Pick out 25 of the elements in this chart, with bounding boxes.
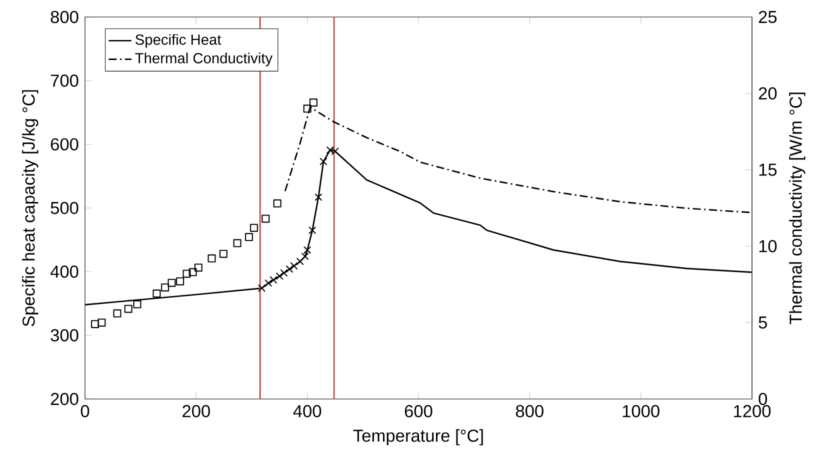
x-tick-label: 600: [404, 405, 432, 418]
x-tick-label: 800: [516, 405, 544, 418]
y2-tick-label: 25: [758, 10, 777, 24]
y2-tick-label: 5: [758, 316, 767, 329]
y2-tick-label: 20: [758, 87, 777, 100]
x-tick-label: 0: [80, 405, 90, 418]
y-tick-label: 700: [50, 74, 78, 87]
y2-tick-label: 0: [758, 392, 768, 406]
y-tick-label: 600: [50, 138, 78, 150]
y-tick-label: 800: [50, 10, 78, 24]
legend-label: Specific Heat: [136, 34, 222, 48]
y2-axis-title: Thermal conductivity [W/m °C]: [789, 92, 806, 324]
y-tick-label: 500: [50, 202, 78, 214]
x-tick-label: 200: [182, 405, 210, 418]
y-tick-label: 200: [50, 392, 78, 406]
x-axis-title: Temperature [°C]: [353, 429, 483, 446]
y-tick-label: 400: [50, 266, 78, 278]
y2-tick-label: 10: [759, 240, 777, 252]
y2-tick-label: 15: [759, 164, 777, 176]
x-tick-label: 400: [293, 405, 322, 418]
y-tick-label: 300: [50, 329, 78, 342]
x-tick-label: 1000: [622, 405, 660, 418]
legend-label: Thermal Conductivity: [135, 52, 273, 66]
x-tick-label: 1200: [734, 405, 771, 418]
y-axis-title: Specific heat capacity [J/kg °C]: [22, 90, 38, 326]
